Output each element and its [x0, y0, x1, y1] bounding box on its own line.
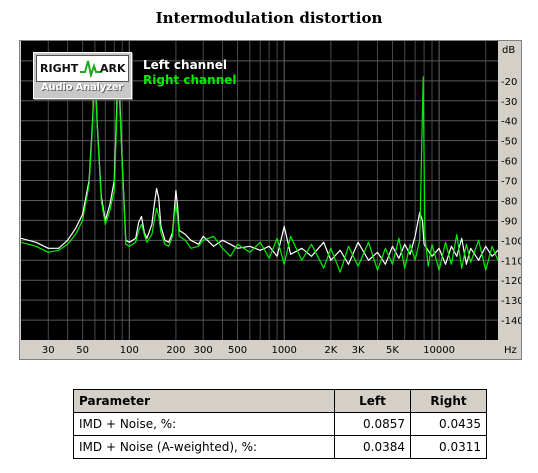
y-tick-label: -80 — [501, 196, 517, 207]
row-left-value: 0.0384 — [334, 435, 411, 459]
y-unit-label: dB — [502, 45, 515, 56]
y-tick-label: -20 — [501, 77, 517, 88]
table-row: IMD + Noise, %: 0.0857 0.0435 — [73, 412, 487, 436]
row-param: IMD + Noise, %: — [73, 412, 335, 436]
y-tick-label: -90 — [501, 216, 517, 227]
x-tick-label: 200 — [166, 345, 185, 356]
x-tick-label: 3K — [352, 345, 365, 356]
y-tick-label: -130 — [501, 296, 521, 307]
series-line-right-channel — [20, 64, 499, 273]
waveform-icon — [80, 60, 102, 78]
x-tick-label: 500 — [228, 345, 247, 356]
logo-text-right: RIGHT — [40, 62, 79, 75]
y-tick-label: -120 — [501, 276, 521, 287]
results-table: Parameter Left Right IMD + Noise, %: 0.0… — [73, 389, 487, 459]
x-tick-label: 2K — [324, 345, 337, 356]
y-tick-label: -60 — [501, 157, 517, 168]
logo-text-ark: ARK — [100, 62, 126, 75]
x-tick-label: 300 — [194, 345, 213, 356]
legend-left-channel: Left channel — [143, 58, 228, 72]
row-right-value: 0.0435 — [410, 412, 487, 436]
header-left: Left — [334, 389, 411, 413]
y-tick-label: -70 — [501, 177, 517, 188]
y-tick-label: -50 — [501, 137, 517, 148]
x-tick-label: 5K — [386, 345, 399, 356]
y-tick-label: -40 — [501, 117, 517, 128]
series-line-left-channel — [20, 56, 499, 265]
y-tick-label: -100 — [501, 236, 521, 247]
chart-title: Intermodulation distortion — [155, 9, 383, 27]
table-row: IMD + Noise (A-weighted), %: 0.0384 0.03… — [73, 435, 487, 459]
header-right: Right — [410, 389, 487, 413]
x-tick-label: 100 — [120, 345, 139, 356]
row-left-value: 0.0857 — [334, 412, 411, 436]
y-tick-label: -140 — [501, 316, 521, 327]
header-parameter: Parameter — [73, 389, 335, 413]
x-tick-label: 50 — [76, 345, 89, 356]
rightmark-logo: RIGHT ARK Audio Analyzer — [33, 52, 132, 99]
x-unit-label: Hz — [504, 345, 517, 356]
logo-top-box: RIGHT ARK — [36, 55, 129, 82]
x-tick-label: 1000 — [271, 345, 296, 356]
x-tick-label: 30 — [42, 345, 55, 356]
row-param: IMD + Noise (A-weighted), %: — [73, 435, 335, 459]
y-tick-label: -30 — [501, 97, 517, 108]
row-right-value: 0.0311 — [410, 435, 487, 459]
logo-subtitle: Audio Analyzer — [40, 82, 124, 93]
legend-right-channel: Right channel — [143, 73, 237, 87]
x-tick-label: 10000 — [423, 345, 455, 356]
y-tick-label: -110 — [501, 256, 521, 267]
table-header-row: Parameter Left Right — [73, 389, 487, 413]
